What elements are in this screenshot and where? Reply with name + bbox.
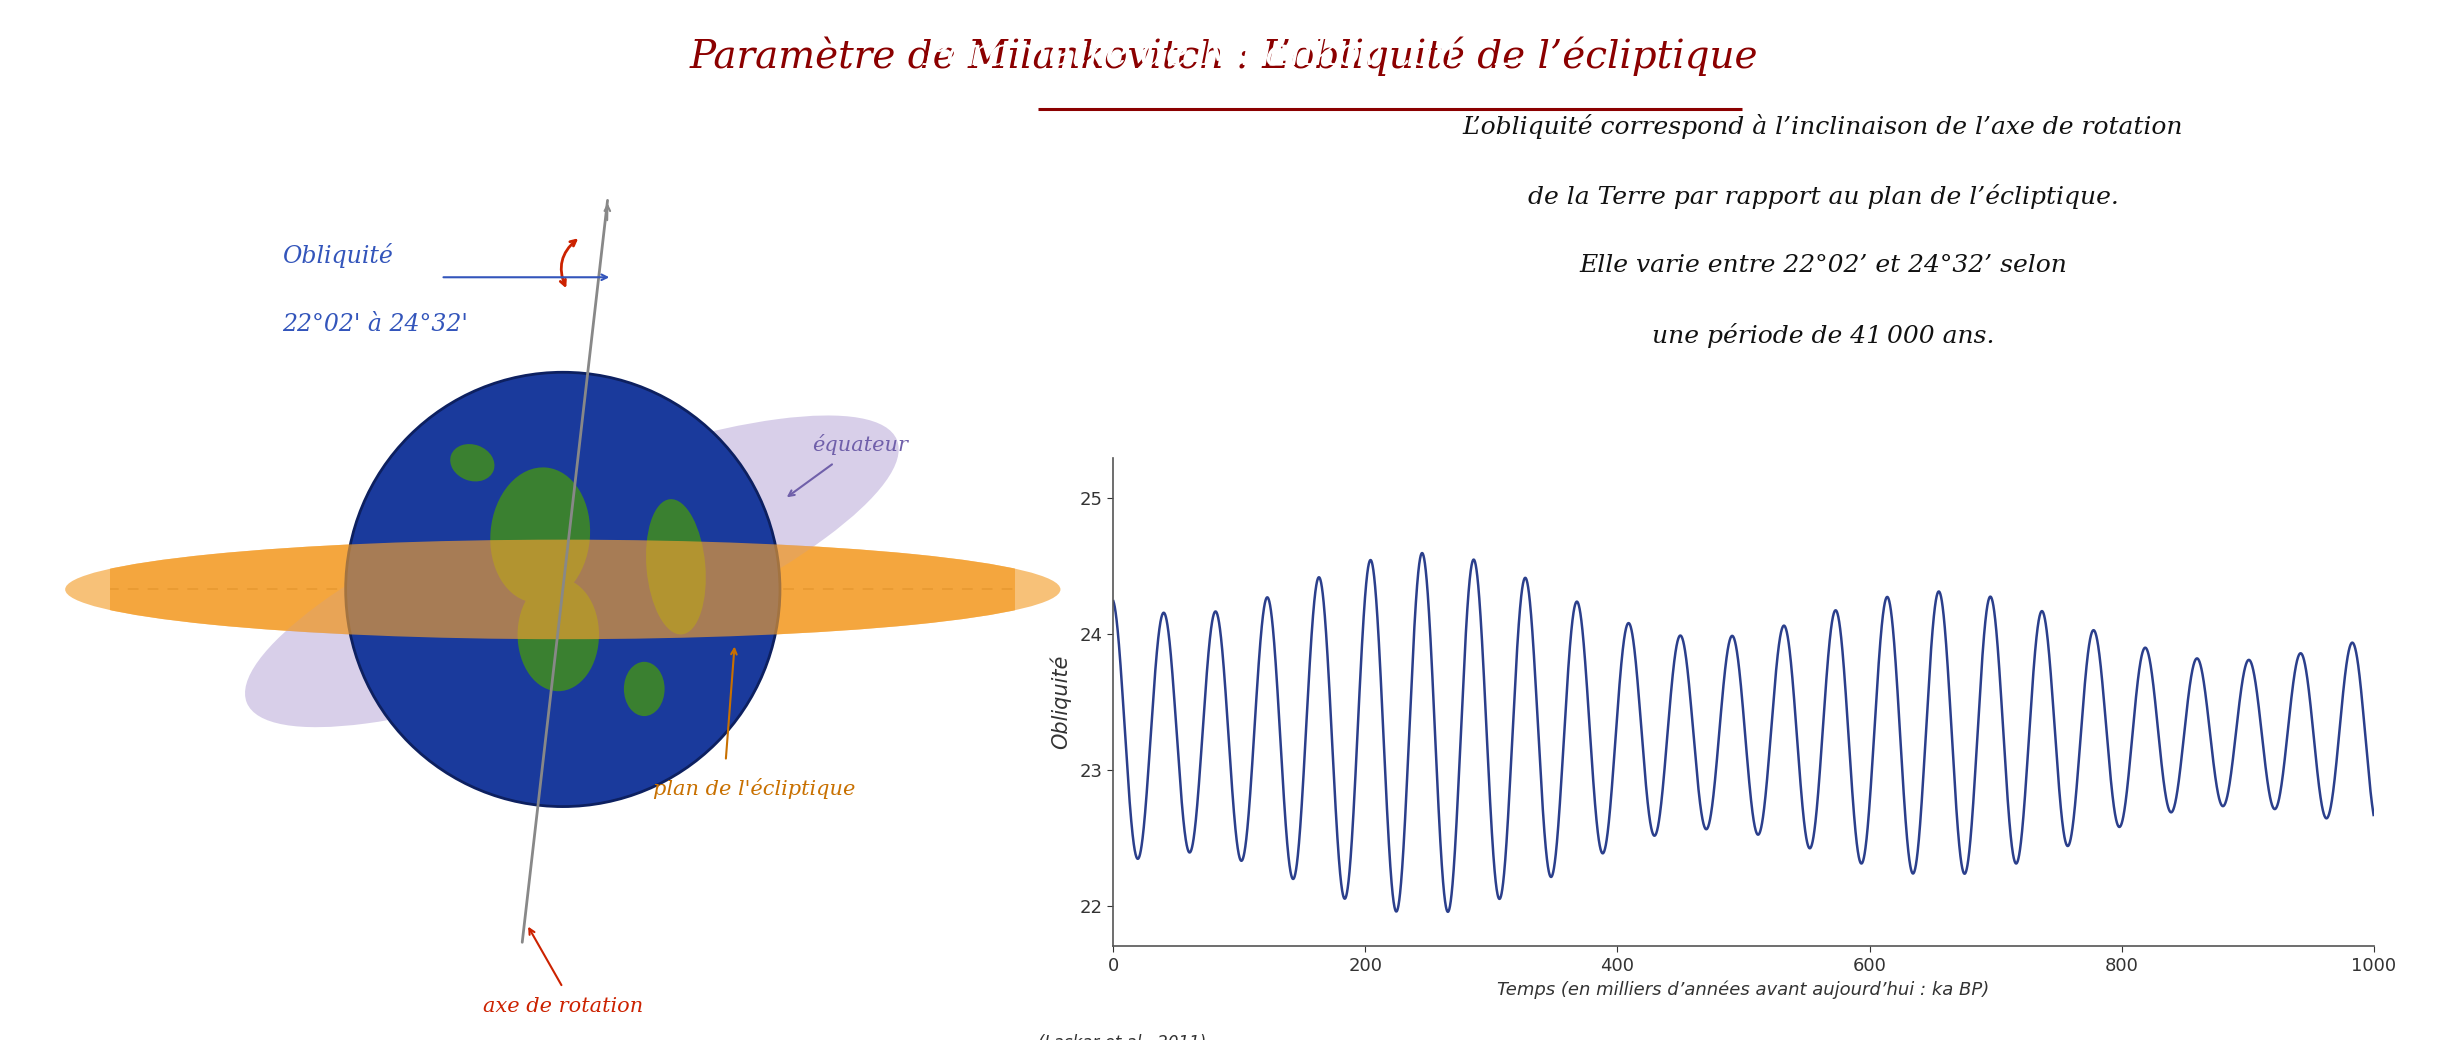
Text: (Laskar et al., 2011): (Laskar et al., 2011)	[1038, 1035, 1206, 1040]
X-axis label: Temps (en milliers d’années avant aujourd’hui : ka BP): Temps (en milliers d’années avant aujour…	[1498, 981, 1989, 998]
Ellipse shape	[646, 499, 705, 634]
Text: de la Terre par rapport au plan de l’écliptique.: de la Terre par rapport au plan de l’écl…	[1527, 184, 2119, 209]
Text: plan de l'écliptique: plan de l'écliptique	[653, 778, 856, 799]
Ellipse shape	[489, 467, 590, 603]
Ellipse shape	[66, 540, 1060, 640]
Text: 22°02' à 24°32': 22°02' à 24°32'	[281, 313, 467, 336]
Text: Paramètre de Milankovitch : L’: Paramètre de Milankovitch : L’	[923, 36, 1524, 74]
Text: axe de rotation: axe de rotation	[482, 996, 644, 1016]
Text: Obliquité: Obliquité	[281, 243, 394, 268]
Text: Paramètre de Milankovitch : L’obliquité de l’écliptique: Paramètre de Milankovitch : L’obliquité …	[690, 36, 1757, 76]
Text: une période de 41 000 ans.: une période de 41 000 ans.	[1652, 323, 1994, 348]
Ellipse shape	[450, 444, 494, 482]
Ellipse shape	[519, 578, 600, 692]
Ellipse shape	[624, 661, 666, 717]
Text: équateur: équateur	[812, 434, 908, 456]
Text: Elle varie entre 22°02’ et 24°32’ selon: Elle varie entre 22°02’ et 24°32’ selon	[1578, 254, 2068, 277]
Text: L’obliquité correspond à l’inclinaison de l’axe de rotation: L’obliquité correspond à l’inclinaison d…	[1463, 114, 2183, 139]
Ellipse shape	[66, 540, 1060, 640]
Ellipse shape	[245, 415, 898, 727]
Y-axis label: Obliquité: Obliquité	[1050, 655, 1072, 749]
Circle shape	[345, 372, 781, 807]
